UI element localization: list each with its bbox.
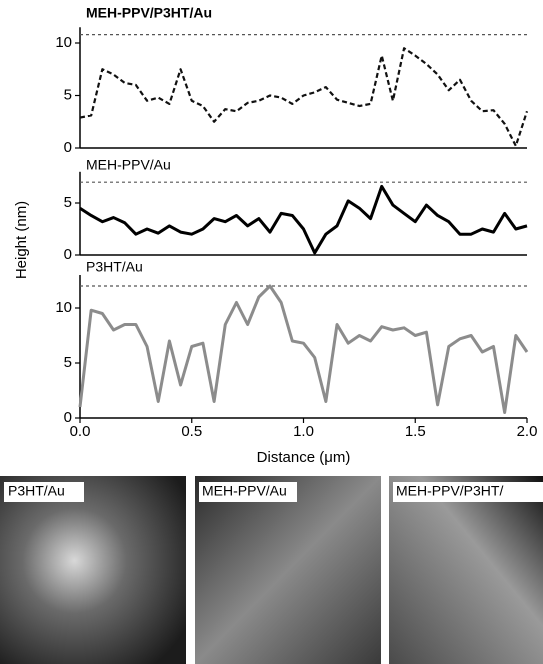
- y-tick-label: 0: [64, 246, 72, 263]
- image-label: P3HT/Au: [8, 483, 65, 499]
- y-axis-label: Height (nm): [13, 201, 30, 279]
- data-line: [79, 47, 529, 147]
- y-tick-label: 5: [64, 354, 72, 371]
- y-tick-label: 0: [64, 409, 72, 426]
- y-tick-label: 5: [64, 194, 72, 211]
- data-line: [78, 284, 529, 414]
- panel-title: P3HT/Au: [86, 259, 143, 275]
- x-tick-label: 0.0: [70, 423, 91, 440]
- image-label-box: [199, 482, 297, 502]
- y-tick-label: 5: [64, 86, 72, 103]
- y-tick-label: 10: [55, 299, 72, 316]
- y-tick-label: 0: [64, 139, 72, 156]
- panel-title: MEH-PPV/P3HT/Au: [86, 5, 212, 21]
- image-label-box: [4, 482, 84, 502]
- afm-image: [195, 476, 381, 664]
- x-axis-label: Distance (μm): [257, 449, 351, 466]
- x-tick-label: 2.0: [517, 423, 538, 440]
- x-tick-label: 0.5: [181, 423, 202, 440]
- image-label: MEH-PPV/Au: [202, 483, 287, 499]
- panel-title: MEH-PPV/Au: [86, 157, 171, 173]
- y-tick-label: 10: [55, 34, 72, 51]
- image-label: MEH-PPV/P3HT/: [396, 483, 503, 499]
- data-line: [79, 184, 528, 255]
- afm-images: P3HT/Au MEH-PPV/Au MEH-PPV/P3HT/: [0, 476, 543, 664]
- afm-image: [389, 476, 543, 664]
- x-tick-label: 1.0: [293, 423, 314, 440]
- image-label-box: [393, 482, 543, 502]
- afm-image: [0, 476, 186, 664]
- x-tick-label: 1.5: [405, 423, 426, 440]
